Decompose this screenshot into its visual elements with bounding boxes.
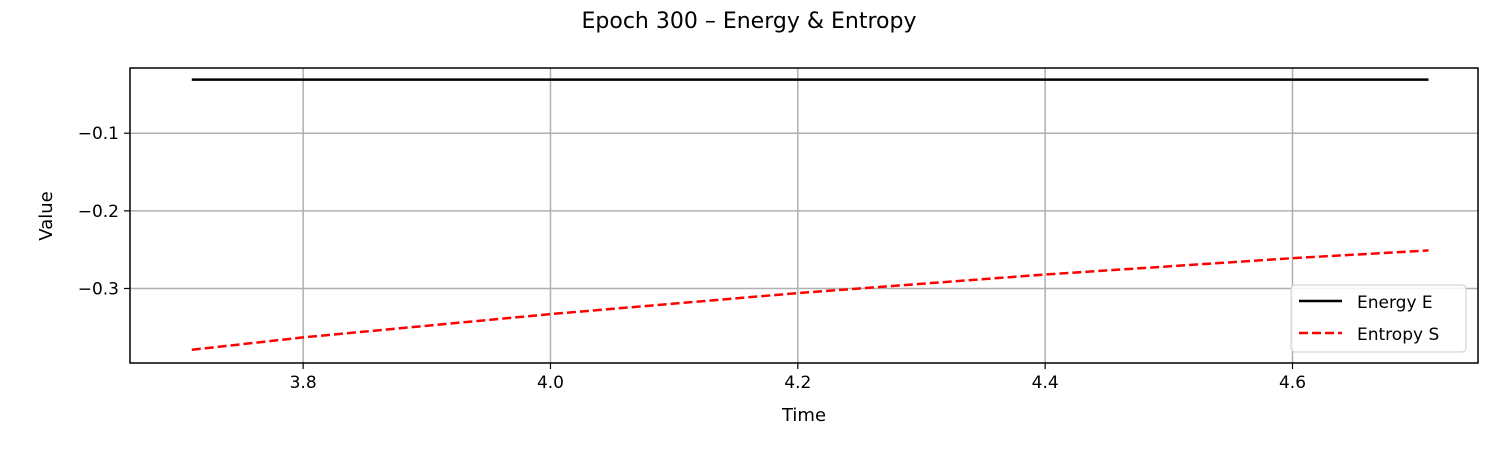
x-tick-label: 4.2 [784, 373, 811, 393]
y-axis-label: Value [36, 191, 57, 240]
y-tick-label: −0.1 [78, 124, 119, 144]
y-axis-ticks: −0.1 −0.2 −0.3 [78, 124, 130, 299]
y-tick-label: −0.2 [78, 202, 119, 222]
series-line-entropy-s [191, 249, 1429, 352]
plot-frame [129, 67, 1479, 364]
legend: Energy E Entropy S [1290, 284, 1467, 353]
plot-series [191, 78, 1429, 352]
legend-label-energy: Energy E [1357, 293, 1433, 313]
x-axis-label: Time [781, 405, 826, 426]
x-axis-ticks: 3.8 4.0 4.2 4.4 4.6 [290, 363, 1306, 393]
x-tick-label: 3.8 [290, 373, 317, 393]
y-tick-label: −0.3 [78, 279, 119, 299]
chart-title: Epoch 300 – Energy & Entropy [582, 9, 917, 34]
legend-label-entropy: Entropy S [1357, 325, 1439, 345]
grid [130, 68, 1478, 363]
x-tick-label: 4.4 [1032, 373, 1059, 393]
x-tick-label: 4.6 [1279, 373, 1306, 393]
x-tick-label: 4.0 [537, 373, 564, 393]
